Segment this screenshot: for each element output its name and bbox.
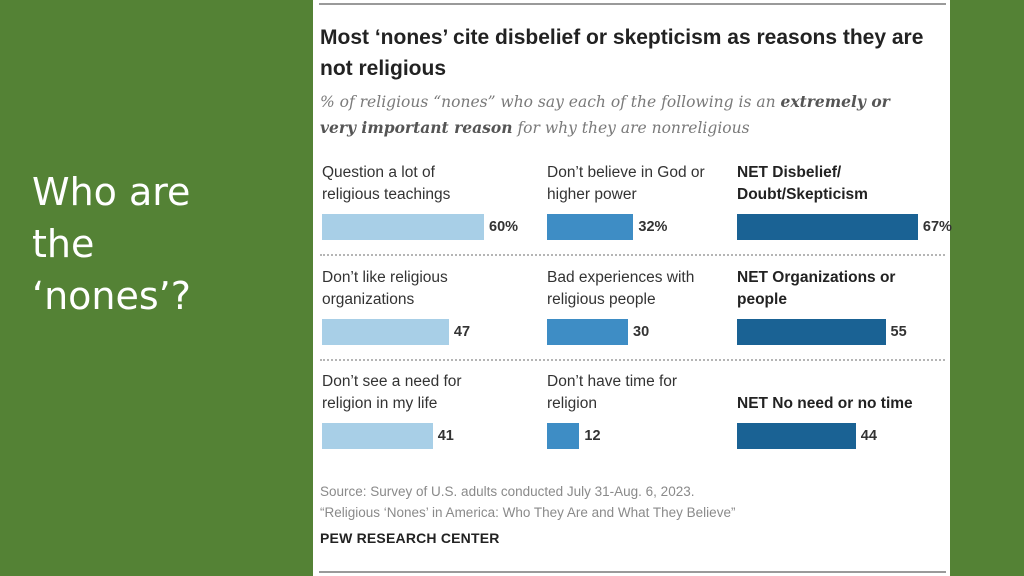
source-line-1: Source: Survey of U.S. adults conducted … xyxy=(320,484,695,499)
bar-label: NET No need or no time xyxy=(737,395,913,412)
bar-value-label: 60% xyxy=(489,219,519,235)
bar-label: Question a lot of religious teachings xyxy=(322,164,451,203)
bar xyxy=(737,214,918,240)
bar-label: NET Disbelief/ Doubt/Skepticism xyxy=(737,164,868,203)
chart-subtitle: % of religious “nones” who say each of t… xyxy=(320,89,930,141)
bar xyxy=(737,319,886,345)
bar-value-label: 44 xyxy=(860,428,877,444)
bottom-rule xyxy=(319,571,946,573)
subtitle-suffix: for why they are nonreligious xyxy=(512,119,750,137)
bar-value-label: 12 xyxy=(584,428,601,444)
subtitle-prefix: % of religious “nones” who say each of t… xyxy=(320,93,781,111)
top-rule xyxy=(319,3,946,5)
source-line-2: “Religious ‘Nones’ in America: Who They … xyxy=(320,505,736,520)
bar-value-label: 41 xyxy=(437,428,454,444)
bar xyxy=(547,214,634,240)
organization-credit: PEW RESEARCH CENTER xyxy=(320,530,500,546)
bar xyxy=(322,214,484,240)
bar-label: Bad experiences with religious people xyxy=(547,269,695,308)
subtitle-emphasis: extremely or very important reason xyxy=(320,92,890,137)
bar-value-label: 47 xyxy=(453,324,471,340)
slide-title-line-3: ‘nones’? xyxy=(32,274,191,318)
row-separator xyxy=(320,359,945,361)
bar-value-label: 55 xyxy=(890,324,907,340)
bar-label: Don’t see a need for religion in my life xyxy=(322,373,462,412)
bar-value-label: 32% xyxy=(638,219,668,235)
slide-title-line-2: the xyxy=(32,222,95,266)
bar xyxy=(547,423,580,449)
slide-title: Who are the ‘nones’? xyxy=(32,166,292,322)
bar xyxy=(737,423,856,449)
chart-title: Most ‘nones’ cite disbelief or skepticis… xyxy=(320,26,924,80)
bar-label: Don’t have time for religion xyxy=(547,373,678,412)
bar-value-label: 30 xyxy=(633,324,650,340)
chart-card: Most ‘nones’ cite disbelief or skepticis… xyxy=(313,0,952,576)
bar xyxy=(322,319,449,345)
source-note: Source: Survey of U.S. adults conducted … xyxy=(320,481,940,523)
bar-label: Don’t believe in God or higher power xyxy=(547,164,705,203)
bar-label: Don’t like religious organizations xyxy=(322,269,448,308)
bar xyxy=(547,319,628,345)
slide-title-line-1: Who are xyxy=(32,170,191,214)
bar-label: NET Organizations or people xyxy=(737,269,896,308)
bar-value-label: 67% xyxy=(922,219,952,235)
bar xyxy=(322,423,433,449)
row-separator xyxy=(320,254,945,256)
